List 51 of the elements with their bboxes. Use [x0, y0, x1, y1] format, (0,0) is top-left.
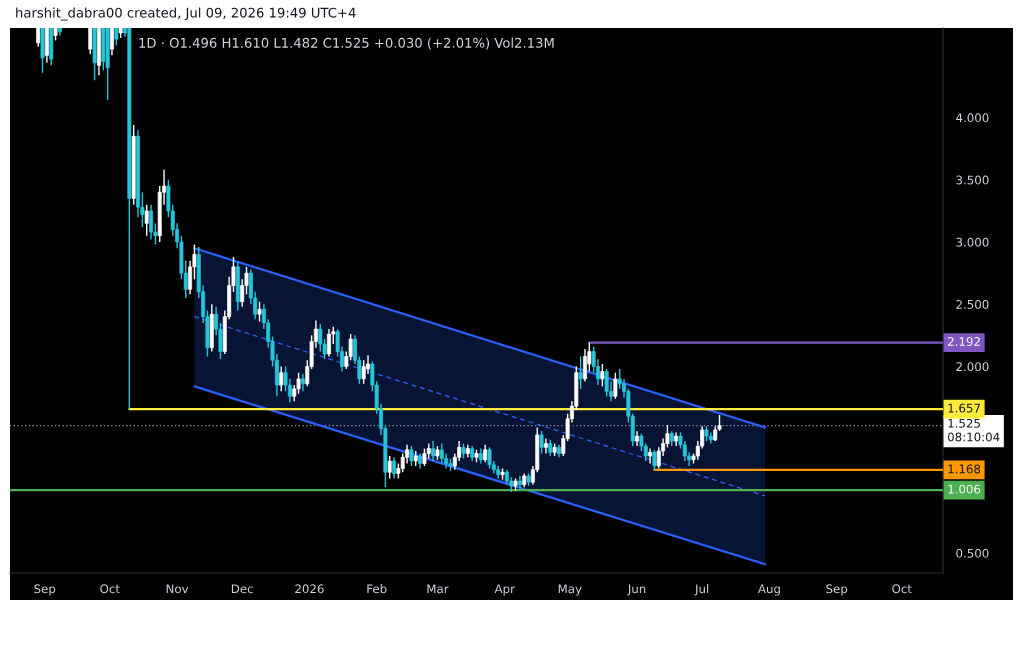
candlestick: [652, 449, 657, 471]
y-tick-label: 2.000: [956, 362, 989, 372]
x-tick-label: Sep: [34, 584, 56, 596]
ref-line-label: 1.525 08:10:04: [947, 418, 1000, 442]
candlestick: [326, 328, 331, 358]
candlestick: [409, 445, 414, 467]
candlestick: [279, 365, 284, 393]
candlestick: [88, 28, 93, 55]
candlestick: [539, 430, 544, 455]
candlestick: [648, 447, 653, 465]
candlestick: [110, 28, 114, 57]
candlestick: [604, 368, 609, 398]
x-tick-label: Nov: [166, 584, 189, 594]
x-tick-label: Oct: [892, 584, 912, 594]
candlestick: [257, 301, 262, 323]
candlestick: [144, 203, 149, 237]
data-label: 1.006: [948, 484, 981, 494]
text: 1D · O1.496 H1.610 L1.482 C1.525 +0.030 (+2.01%) Vol2.13M: [139, 37, 554, 50]
candlestick: [543, 437, 548, 455]
candlestick: [439, 442, 444, 465]
y-tick-label: 0.500: [956, 548, 989, 558]
x-tick-label: Sep: [826, 584, 848, 596]
x-tick-label: 2026: [295, 584, 324, 594]
y-tick-label: 3.000: [956, 237, 989, 247]
candlestick: [387, 455, 392, 480]
data-label: 2.192: [948, 337, 980, 346]
y-tick-label: 4.000: [956, 113, 989, 123]
x-tick-label: May: [558, 584, 582, 596]
chart-title: harshit_dabra00 created, Jul 09, 2026 19:49 UTC+4: [16, 7, 356, 21]
x-tick-label: Feb: [367, 584, 387, 594]
candlestick: [431, 440, 436, 462]
x-tick-label: Jun: [627, 584, 646, 596]
candlestick: [392, 456, 397, 480]
candlestick: [36, 28, 41, 48]
x-tick-label: Oct: [100, 584, 120, 594]
x-tick-label: Mar: [427, 584, 449, 594]
candlestick: [583, 348, 587, 383]
candlestick: [613, 371, 618, 400]
candlestick: [578, 355, 583, 390]
x-tick-label: Aug: [757, 584, 780, 596]
y-tick-label: 2.500: [956, 299, 989, 309]
candlestick: [487, 446, 492, 470]
x-tick-label: Jul: [694, 584, 709, 596]
x-tick-label: Dec: [231, 584, 253, 594]
x-tick-label: Apr: [494, 584, 515, 596]
data-label: 1.168: [948, 464, 981, 474]
y-tick-label: 3.500: [956, 175, 989, 185]
candlestick: [149, 203, 154, 241]
candlestick: [361, 359, 366, 385]
candlestick: [600, 363, 605, 388]
data-label: 1.657: [948, 403, 980, 413]
